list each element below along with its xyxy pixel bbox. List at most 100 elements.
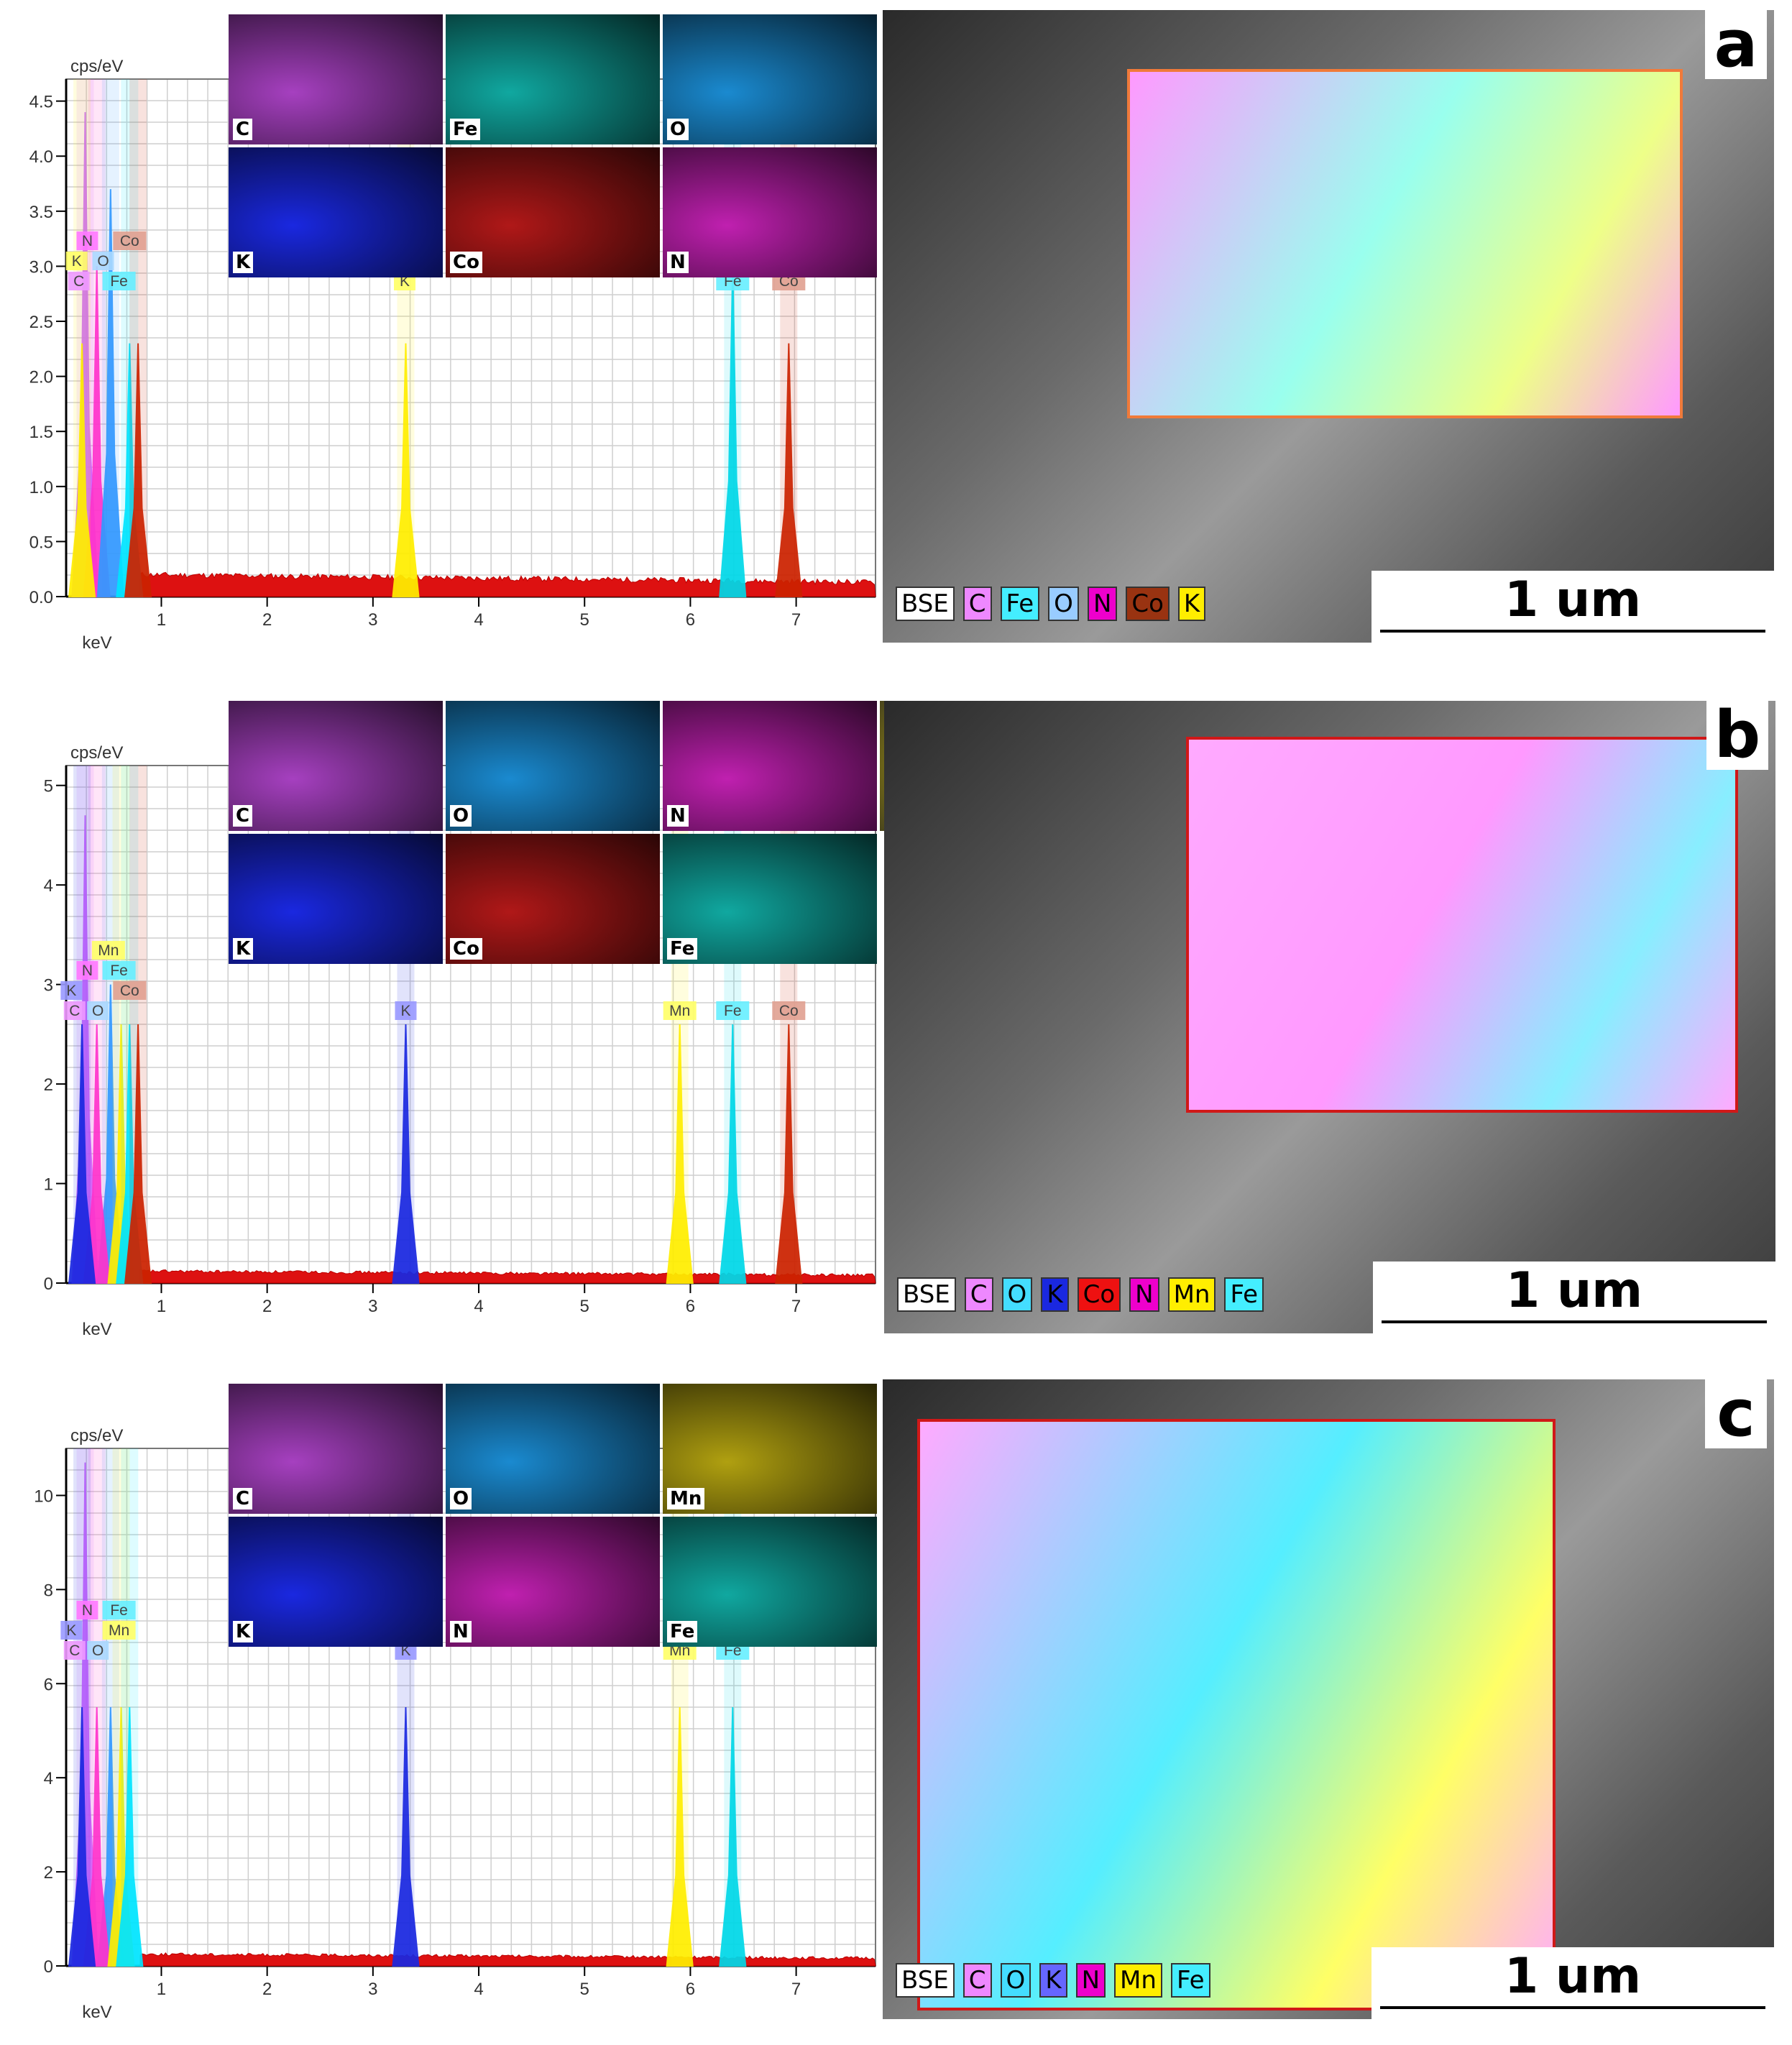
background-continuum [139, 571, 876, 597]
element-map-label: N [667, 805, 689, 827]
legend-chip-mn: Mn [1114, 1963, 1162, 1998]
peak-co [775, 1024, 803, 1284]
peak-k [68, 1024, 96, 1284]
scale-bar-line [1382, 1320, 1767, 1323]
element-tag-c: C [69, 1642, 80, 1659]
x-tick-label: 2 [262, 1297, 272, 1316]
y-tick-label: 2.0 [29, 368, 53, 387]
element-map-co: Co [446, 147, 660, 277]
y-tick-label: 2 [44, 1863, 53, 1883]
x-tick-label: 3 [368, 610, 377, 630]
scale-bar: 1 um [1373, 1262, 1775, 1333]
y-tick-label: 1.0 [29, 478, 53, 497]
element-map-label: C [233, 119, 253, 140]
color-legend: BSE C Fe O N Co K [896, 587, 1206, 621]
element-tag-co: Co [779, 1003, 799, 1019]
edx-overlay-region [1127, 69, 1683, 418]
legend-chip-co: Co [1077, 1277, 1121, 1312]
element-map-label: O [450, 1488, 472, 1509]
x-tick-label: 3 [368, 1297, 377, 1316]
scale-bar-label: 1 um [1505, 1262, 1643, 1319]
element-tag-fe: Fe [110, 273, 128, 290]
legend-chip-n: N [1075, 1963, 1106, 1998]
legend-chip-n: N [1129, 1277, 1159, 1312]
element-map-c: C [229, 701, 443, 831]
y-tick-label: 4 [44, 1769, 53, 1788]
sem-image-a: a BSE C Fe O N Co K 1 um [883, 10, 1774, 643]
element-map-fe: Fe [663, 1517, 877, 1647]
legend-chip-c: C [962, 1963, 992, 1998]
element-map-label: Fe [667, 1621, 698, 1642]
y-tick-label: 5 [44, 777, 53, 796]
x-axis-label: keV [82, 1320, 111, 1339]
element-tag-o: O [97, 253, 109, 270]
y-tick-label: 10 [34, 1486, 53, 1506]
element-tag-n: N [82, 233, 93, 249]
element-map-label: Mn [667, 1488, 705, 1509]
y-tick-label: 4.5 [29, 93, 53, 112]
element-map-fe: Fe [663, 834, 877, 964]
edx-overlay-region [1186, 737, 1738, 1113]
legend-chip-co: Co [1126, 587, 1170, 621]
scale-bar: 1 um [1371, 1947, 1774, 2019]
y-axis-label: cps/eV [70, 743, 123, 763]
legend-chip-c: C [962, 587, 992, 621]
legend-chip-o: O [1048, 587, 1079, 621]
y-tick-label: 0 [44, 1274, 53, 1294]
y-tick-label: 3.0 [29, 257, 53, 277]
color-legend: BSE C O K N Mn Fe [896, 1963, 1210, 1998]
scale-bar-line [1380, 2006, 1765, 2009]
element-tag-k: K [66, 1622, 76, 1639]
element-map-k: K [229, 834, 443, 964]
peak-co [124, 343, 152, 597]
x-tick-label: 7 [791, 610, 801, 630]
x-tick-label: 4 [474, 610, 483, 630]
element-tag-fe: Fe [110, 1602, 128, 1619]
x-tick-label: 5 [580, 610, 589, 630]
scale-bar: 1 um [1371, 571, 1774, 643]
element-map-label: K [233, 252, 254, 273]
peak-fe [719, 1024, 747, 1284]
background-continuum [139, 1952, 876, 1967]
element-map-label: O [667, 119, 689, 140]
element-map-o: O [663, 14, 877, 144]
element-tag-fe: Fe [724, 1003, 742, 1019]
element-map-o: O [446, 1384, 660, 1514]
peak-n [83, 1706, 111, 1967]
scale-bar-label: 1 um [1504, 571, 1642, 628]
y-tick-label: 8 [44, 1581, 53, 1600]
element-map-k: K [229, 1517, 443, 1647]
x-tick-label: 1 [157, 1297, 166, 1316]
element-tag-co: Co [120, 233, 139, 249]
legend-chip-k: K [1177, 587, 1206, 621]
element-tag-o: O [92, 1003, 104, 1019]
y-tick-label: 4 [44, 876, 53, 896]
element-tag-k: K [72, 253, 82, 270]
spectrum-chart-a: 0.0 0.5 1.0 1.5 2.0 2.5 3.0 3.5 4.0 4.5 1 2 3 4 5 6 7 cps… [29, 57, 876, 653]
element-tag-k: K [400, 1003, 410, 1019]
element-tag-n: N [82, 1602, 93, 1619]
element-tag-o: O [92, 1642, 104, 1659]
peak-fe [719, 266, 747, 597]
x-tick-label: 4 [474, 1980, 483, 1999]
x-axis-label: keV [82, 633, 111, 653]
legend-chip-fe: Fe [1000, 587, 1040, 621]
element-map-label: N [667, 252, 689, 273]
panel-letter: a [1705, 10, 1767, 79]
element-map-label: Co [450, 252, 482, 273]
x-tick-label: 6 [686, 1980, 695, 1999]
element-tag-mn: Mn [669, 1003, 690, 1019]
x-tick-label: 4 [474, 1297, 483, 1316]
element-tag-fe: Fe [110, 962, 128, 979]
element-map-c: C [229, 14, 443, 144]
x-tick-label: 1 [157, 610, 166, 630]
peak-k [392, 1024, 420, 1284]
legend-chip-bse: BSE [897, 1277, 956, 1312]
legend-chip-o: O [1000, 1963, 1031, 1998]
peak-mn [666, 1706, 694, 1967]
y-axis-label: cps/eV [70, 1426, 123, 1446]
y-tick-label: 2 [44, 1075, 53, 1095]
x-tick-label: 5 [580, 1297, 589, 1316]
element-map-fe: Fe [446, 14, 660, 144]
panel-letter: b [1706, 701, 1768, 770]
